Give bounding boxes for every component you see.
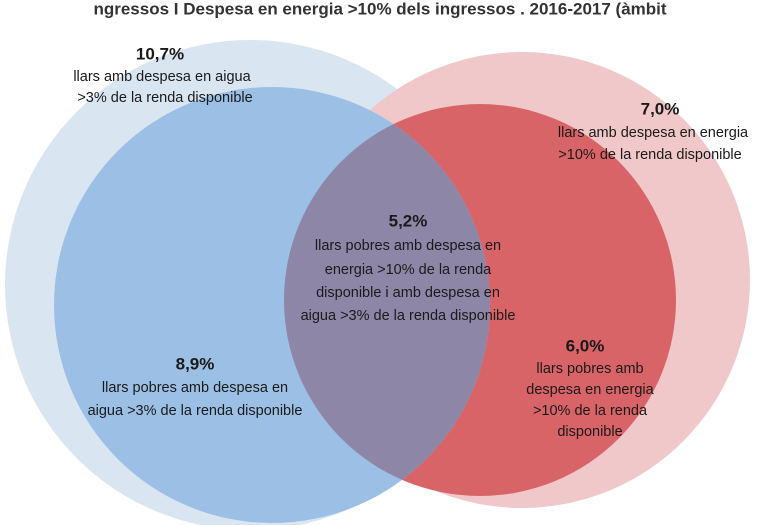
region-text: llars pobres amb despesa en — [102, 380, 288, 396]
title: ngressos I Despesa en energia >10% dels … — [93, 0, 666, 18]
region-text: llars pobres amb despesa en — [315, 238, 501, 254]
region-text: llars pobres amb — [536, 361, 643, 377]
region-value: 5,2% — [389, 211, 428, 230]
region-text: aigua >3% de la renda disponible — [301, 308, 516, 324]
region-value: 8,9% — [176, 354, 215, 373]
region-value: 6,0% — [566, 336, 605, 355]
region-text: disponible i amb despesa en — [316, 285, 500, 301]
region-text: llars amb despesa en energia — [558, 125, 749, 141]
intersection — [284, 104, 490, 496]
region-value: 7,0% — [641, 99, 680, 118]
region-text: aigua >3% de la renda disponible — [88, 403, 303, 419]
region-value: 10,7% — [136, 44, 184, 63]
region-text: despesa en energia — [526, 382, 654, 398]
region-text: energia >10% de la renda — [325, 262, 492, 278]
region-text: >10% de la renda disponible — [558, 147, 741, 163]
region-text: >3% de la renda disponible — [77, 90, 252, 106]
region-text: >10% de la renda — [533, 403, 648, 419]
region-text: disponible — [557, 424, 622, 440]
region-text: llars amb despesa en aigua — [73, 69, 251, 85]
